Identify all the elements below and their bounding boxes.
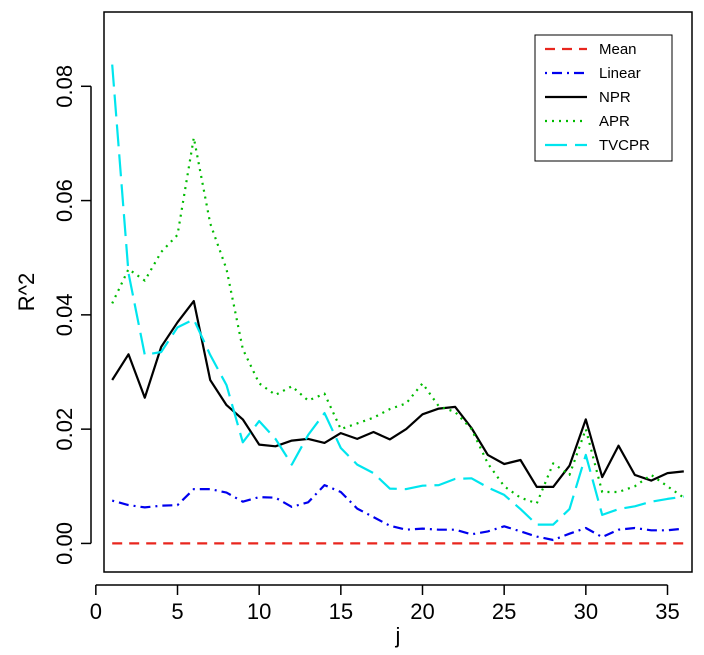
y-tick-label: 0.06 — [52, 179, 77, 222]
series-line-linear — [111, 484, 684, 542]
plot-frame — [103, 11, 693, 573]
y-axis-label: R^2 — [14, 273, 39, 311]
legend-label-apr: APR — [599, 113, 630, 130]
x-tick-label: 30 — [574, 599, 598, 624]
x-tick-label: 10 — [247, 599, 271, 624]
x-tick-label: 25 — [492, 599, 516, 624]
x-tick-label: 0 — [90, 599, 102, 624]
series-line-tvcpr — [111, 64, 684, 526]
legend: Mean Linear NPR APR TVCPR — [534, 34, 673, 162]
legend-label-mean: Mean — [599, 41, 637, 58]
legend-label-linear: Linear — [599, 65, 641, 82]
plot-layer — [111, 64, 685, 545]
x-axis: 0 5 10 15 20 25 30 35 — [90, 584, 680, 624]
y-axis: 0.00 0.02 0.04 0.06 0.08 — [52, 65, 92, 565]
y-tick-label: 0.04 — [52, 293, 77, 336]
legend-label-tvcpr: TVCPR — [599, 137, 650, 154]
y-tick-label: 0.02 — [52, 408, 77, 451]
series-line-npr — [111, 300, 684, 488]
x-tick-label: 35 — [655, 599, 679, 624]
legend-label-npr: NPR — [599, 89, 631, 106]
y-tick-label: 0.08 — [52, 65, 77, 108]
x-tick-label: 5 — [171, 599, 183, 624]
x-tick-label: 15 — [329, 599, 353, 624]
x-tick-label: 20 — [410, 599, 434, 624]
y-tick-label: 0.00 — [52, 522, 77, 565]
x-axis-label: j — [395, 623, 401, 648]
